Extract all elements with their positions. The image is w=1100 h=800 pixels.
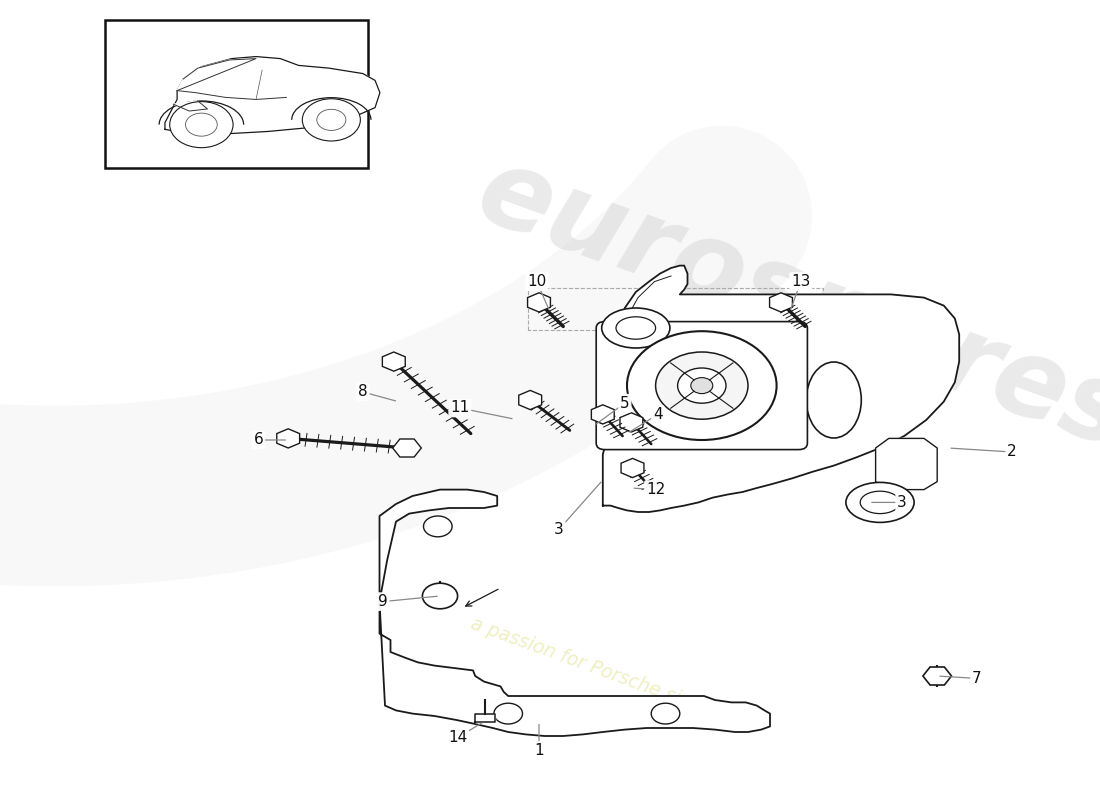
Text: 2: 2 — [1008, 445, 1016, 459]
Text: eurospares: eurospares — [463, 137, 1100, 471]
Text: 11: 11 — [450, 401, 470, 415]
Ellipse shape — [806, 362, 861, 438]
Polygon shape — [277, 429, 299, 448]
Polygon shape — [177, 58, 256, 90]
Circle shape — [186, 113, 217, 136]
Text: 3: 3 — [554, 522, 563, 537]
Text: 1: 1 — [535, 743, 543, 758]
Text: 9: 9 — [378, 594, 387, 609]
Ellipse shape — [616, 317, 656, 339]
Circle shape — [691, 378, 713, 394]
Circle shape — [656, 352, 748, 419]
Text: a passion for Porsche since 1985: a passion for Porsche since 1985 — [468, 614, 764, 738]
Polygon shape — [383, 352, 405, 371]
Text: 13: 13 — [791, 274, 811, 289]
Polygon shape — [876, 438, 937, 490]
Polygon shape — [379, 602, 770, 736]
Polygon shape — [592, 405, 614, 424]
Polygon shape — [475, 714, 495, 722]
Bar — [104, 20, 368, 168]
Text: 6: 6 — [254, 433, 263, 447]
Polygon shape — [519, 390, 541, 410]
Polygon shape — [165, 57, 380, 134]
Polygon shape — [379, 490, 497, 602]
Circle shape — [302, 98, 361, 141]
Polygon shape — [620, 413, 642, 432]
Circle shape — [317, 110, 345, 130]
Text: 7: 7 — [972, 671, 981, 686]
Text: 4: 4 — [653, 407, 662, 422]
Polygon shape — [770, 293, 792, 312]
Polygon shape — [174, 101, 208, 111]
Circle shape — [169, 102, 233, 148]
Polygon shape — [621, 458, 643, 478]
Text: 14: 14 — [448, 730, 468, 745]
Circle shape — [678, 368, 726, 403]
Polygon shape — [603, 266, 959, 512]
Circle shape — [422, 583, 458, 609]
Circle shape — [627, 331, 777, 440]
Circle shape — [424, 516, 452, 537]
Polygon shape — [528, 293, 550, 312]
Text: 3: 3 — [898, 495, 906, 510]
Ellipse shape — [860, 491, 900, 514]
Circle shape — [651, 703, 680, 724]
Polygon shape — [393, 439, 421, 457]
Polygon shape — [923, 667, 952, 685]
Circle shape — [494, 703, 522, 724]
Text: 12: 12 — [646, 482, 666, 497]
Text: 8: 8 — [359, 385, 367, 399]
FancyBboxPatch shape — [596, 322, 807, 450]
Text: 5: 5 — [620, 396, 629, 410]
Text: 10: 10 — [527, 274, 547, 289]
Ellipse shape — [846, 482, 914, 522]
Ellipse shape — [602, 308, 670, 348]
